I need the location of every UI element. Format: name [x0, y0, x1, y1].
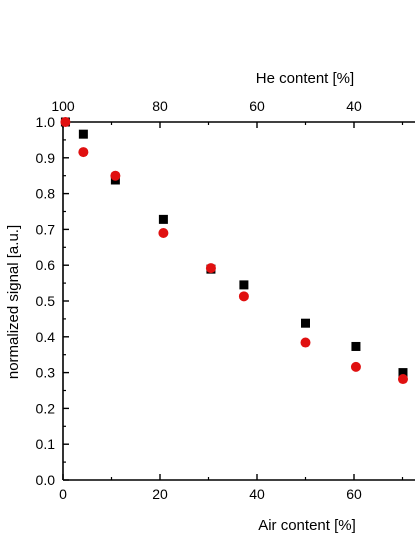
y-tick-label: 1.0: [36, 114, 56, 130]
x-axis: 0 20 40 60: [59, 474, 404, 502]
top-axis-title: He content [%]: [256, 70, 354, 87]
y-tick-label: 0.9: [36, 150, 56, 166]
x-axis-title: Air content [%]: [258, 517, 356, 534]
circle-point: [60, 117, 71, 127]
circle-point: [350, 361, 361, 372]
square-point: [351, 341, 361, 351]
circle-point: [110, 170, 121, 181]
x-tick-label: 60: [346, 486, 362, 502]
y-tick-label: 0.1: [36, 436, 56, 452]
y-tick-label: 0.0: [36, 472, 56, 488]
circle-point: [78, 147, 89, 158]
square-point: [158, 214, 168, 224]
y-axis-title: normalized signal [a.u.]: [5, 225, 22, 379]
square-point: [239, 280, 249, 290]
square-point: [301, 318, 310, 328]
y-tick-label: 0.7: [36, 221, 56, 237]
circle-point: [205, 263, 216, 274]
top-tick-label: 80: [152, 98, 168, 114]
x-tick-label: 20: [152, 486, 168, 502]
y-tick-label: 0.3: [36, 365, 56, 381]
square-point: [398, 368, 408, 378]
y-axis: 0.0 0.1 0.2 0.3 0.4 0.5 0.6 0.7 0.8 0.9 1.0: [36, 114, 69, 488]
top-tick-label: 100: [51, 98, 75, 114]
circle-point: [300, 337, 311, 348]
top-axis: 100 80 60 40: [51, 98, 404, 128]
circle-point: [238, 291, 249, 302]
y-tick-label: 0.4: [36, 329, 56, 345]
x-tick-label: 40: [249, 486, 265, 502]
y-tick-label: 0.2: [36, 400, 56, 416]
y-tick-label: 0.5: [36, 293, 56, 309]
x-tick-label: 0: [59, 486, 67, 502]
top-tick-label: 40: [346, 98, 362, 114]
y-tick-label: 0.8: [36, 186, 56, 202]
y-tick-label: 0.6: [36, 257, 56, 273]
data-points: [60, 117, 408, 385]
circle-point: [397, 374, 408, 385]
circle-point: [158, 227, 169, 238]
square-point: [78, 129, 88, 139]
top-tick-label: 60: [249, 98, 265, 114]
